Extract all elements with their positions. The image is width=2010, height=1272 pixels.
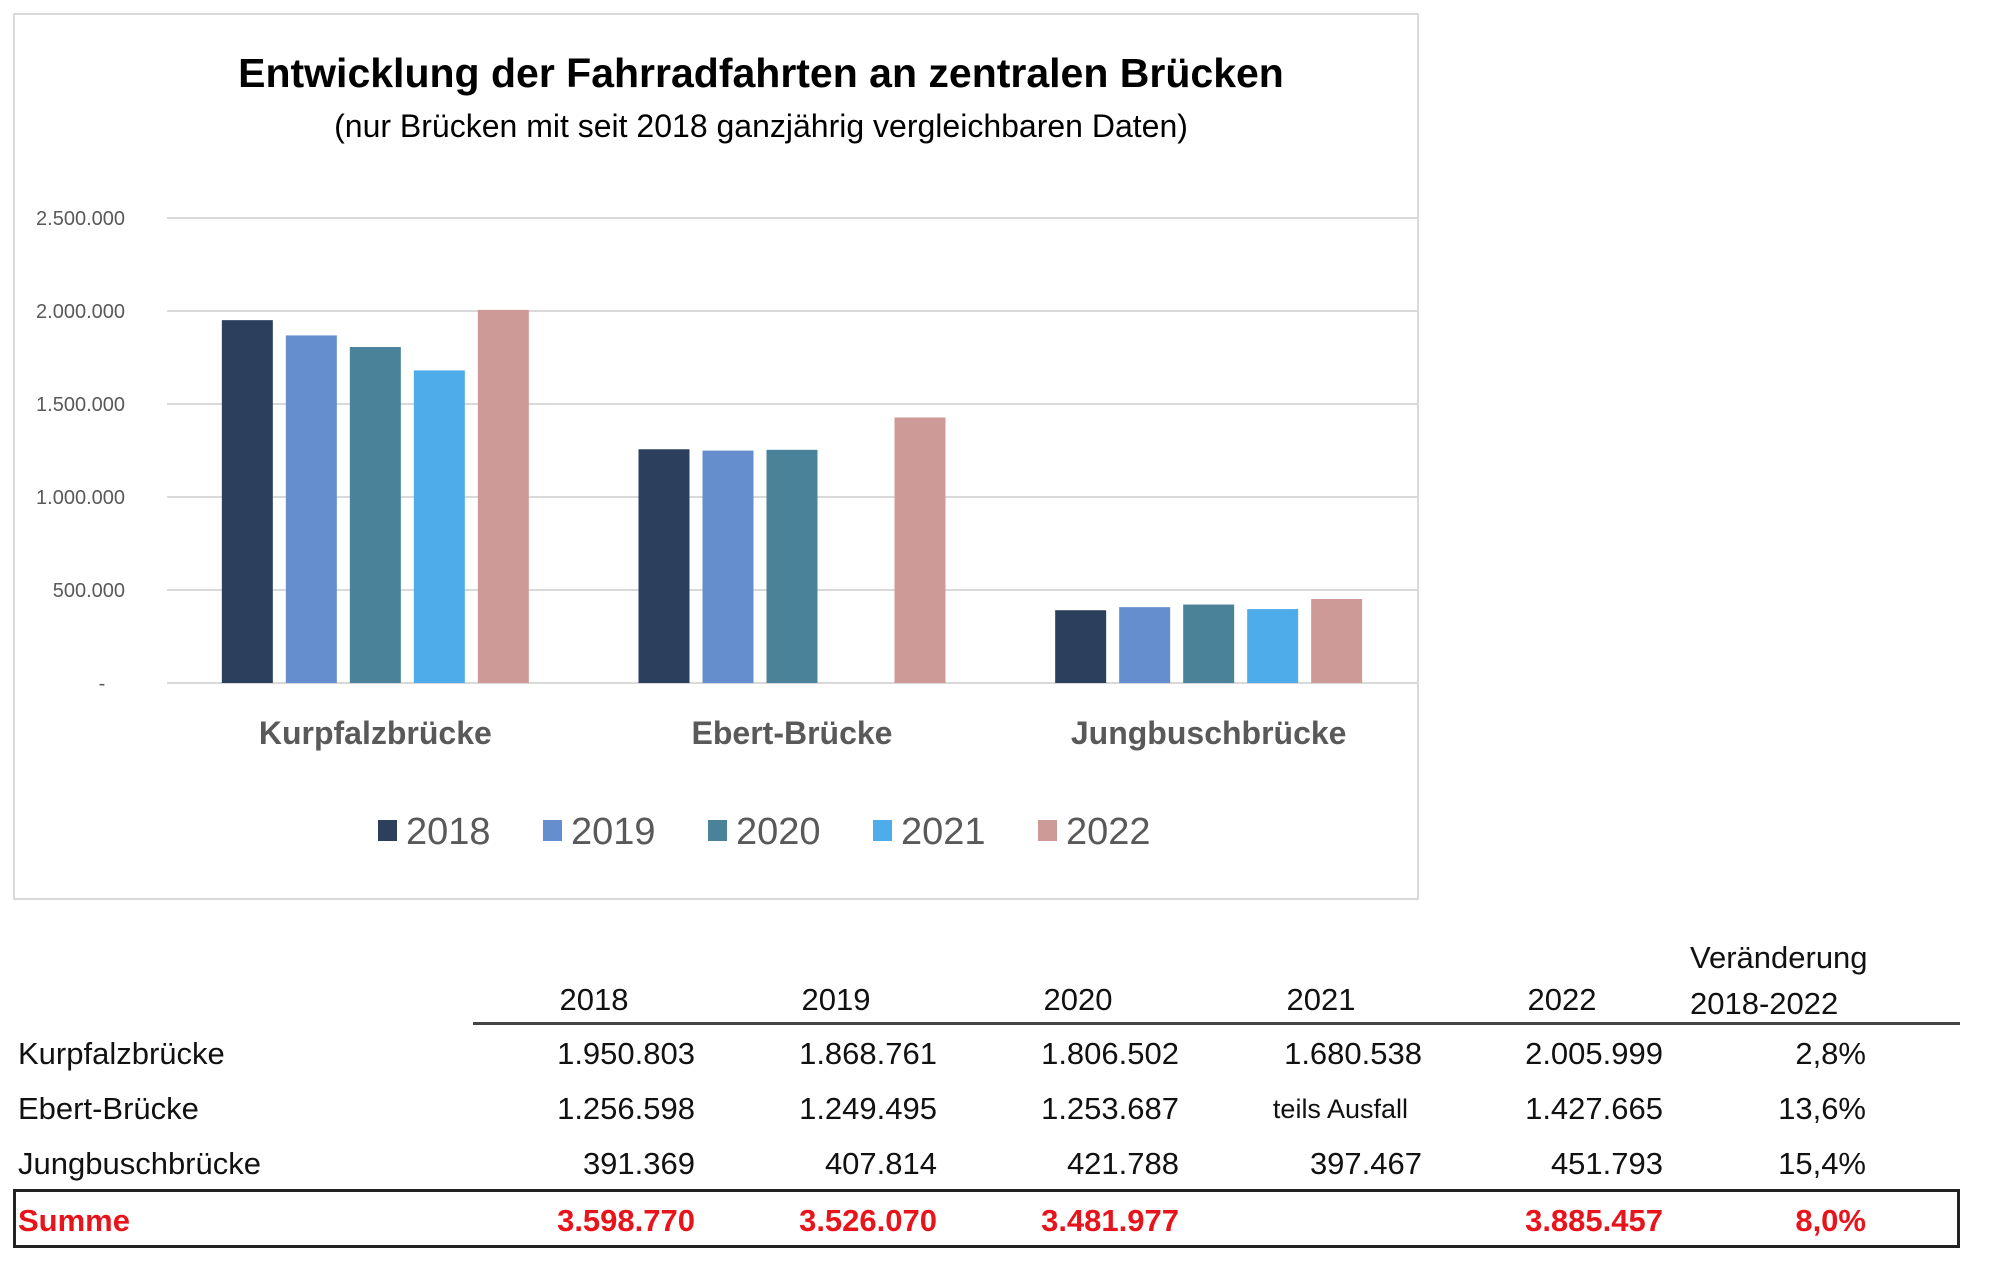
bar-2022-3 xyxy=(1311,598,1363,683)
bar-chart: Entwicklung der Fahrradfahrten an zentra… xyxy=(36,50,1417,853)
column-header-2020: 2020 xyxy=(1043,982,1113,1017)
row-label: Ebert-Brücke xyxy=(18,1091,199,1126)
value-cell: 421.788 xyxy=(1066,1146,1179,1181)
y-tick-label: 1.000.000 xyxy=(36,487,125,509)
x-category-label: Ebert-Brücke xyxy=(692,715,893,751)
column-header-change: Veränderung xyxy=(1690,940,1868,975)
x-category-label: Kurpfalzbrücke xyxy=(259,715,492,751)
bar-2021-3 xyxy=(1247,609,1299,683)
bar-2022-2 xyxy=(894,417,946,683)
column-header-2021: 2021 xyxy=(1286,982,1356,1017)
total-row-box xyxy=(13,1189,1960,1248)
column-header-2018: 2018 xyxy=(559,982,629,1017)
chart-title: Entwicklung der Fahrradfahrten an zentra… xyxy=(238,50,1284,96)
legend-item-2018: 2018 xyxy=(378,811,491,853)
value-cell: 391.369 xyxy=(582,1146,695,1181)
bar-2020-1 xyxy=(349,346,401,683)
total-change-cell: 8,0% xyxy=(1795,1203,1866,1238)
legend-item-2021: 2021 xyxy=(873,811,986,853)
value-cell: 407.814 xyxy=(824,1146,937,1181)
change-cell: 13,6% xyxy=(1778,1091,1866,1126)
legend: 2018 2019 2020 2021 2022 xyxy=(378,811,1151,853)
y-tick-label: 500.000 xyxy=(53,580,125,602)
value-cell: 1.806.502 xyxy=(1041,1036,1179,1071)
legend-item-2020: 2020 xyxy=(708,811,821,853)
row-label: Kurpfalzbrücke xyxy=(18,1036,225,1071)
chart-container: Entwicklung der Fahrradfahrten an zentra… xyxy=(13,13,1419,900)
bar-2021-1 xyxy=(413,370,465,683)
total-value-cell: 3.598.770 xyxy=(557,1203,695,1238)
total-value-cell: 3.526.070 xyxy=(799,1203,937,1238)
legend-swatch xyxy=(708,820,727,841)
bar-2019-2 xyxy=(702,450,754,683)
value-cell: 2.005.999 xyxy=(1525,1036,1663,1071)
value-cell: 397.467 xyxy=(1309,1146,1422,1181)
bar-2018-3 xyxy=(1055,610,1107,683)
total-value-cell: 3.885.457 xyxy=(1525,1203,1663,1238)
y-tick-label: 2.000.000 xyxy=(36,301,125,323)
column-header-2019: 2019 xyxy=(801,982,871,1017)
y-tick-label: 2.500.000 xyxy=(36,208,125,230)
change-cell: 2,8% xyxy=(1795,1036,1866,1071)
y-tick-label: - xyxy=(99,673,106,695)
y-tick-label: 1.500.000 xyxy=(36,394,125,416)
total-value-cell: 3.481.977 xyxy=(1041,1203,1179,1238)
chart-subtitle: (nur Brücken mit seit 2018 ganzjährig ve… xyxy=(334,108,1188,144)
bar-2020-3 xyxy=(1183,604,1235,683)
bar-2018-1 xyxy=(221,320,273,683)
x-category-label: Jungbuschbrücke xyxy=(1071,715,1347,751)
legend-label: 2021 xyxy=(901,811,986,853)
value-cell: 1.868.761 xyxy=(799,1036,937,1071)
x-axis-labels: Kurpfalzbrücke Ebert-Brücke Jungbuschbrück… xyxy=(259,715,1347,751)
column-header-2022: 2022 xyxy=(1527,982,1597,1017)
legend-swatch xyxy=(378,820,397,841)
legend-label: 2019 xyxy=(571,811,656,853)
legend-item-2022: 2022 xyxy=(1038,811,1151,853)
bar-2019-1 xyxy=(285,335,337,683)
y-axis-labels: - 500.000 1.000.000 1.500.000 2.000.000 2.500… xyxy=(36,208,125,695)
legend-label: 2022 xyxy=(1066,811,1151,853)
bar-2019-3 xyxy=(1119,607,1171,683)
total-label: Summe xyxy=(18,1203,130,1238)
legend-swatch xyxy=(1038,820,1057,841)
legend-label: 2018 xyxy=(406,811,491,853)
legend-swatch xyxy=(873,820,892,841)
value-cell: 1.256.598 xyxy=(557,1091,695,1126)
legend-label: 2020 xyxy=(736,811,821,853)
value-cell: 1.253.687 xyxy=(1041,1091,1179,1126)
value-cell: 451.793 xyxy=(1550,1146,1663,1181)
legend-item-2019: 2019 xyxy=(543,811,656,853)
value-cell: 1.680.538 xyxy=(1284,1036,1422,1071)
bars xyxy=(221,309,1363,683)
row-label: Jungbuschbrücke xyxy=(18,1146,261,1181)
bar-2018-2 xyxy=(638,449,690,683)
value-cell: 1.950.803 xyxy=(557,1036,695,1071)
bar-2022-1 xyxy=(477,309,529,683)
legend-swatch xyxy=(543,820,562,841)
value-cell: 1.249.495 xyxy=(799,1091,937,1126)
value-cell: 1.427.665 xyxy=(1525,1091,1663,1126)
change-cell: 15,4% xyxy=(1778,1146,1866,1181)
header-rule xyxy=(473,1022,1960,1025)
bar-2020-2 xyxy=(766,449,818,683)
column-header-change-period: 2018-2022 xyxy=(1690,986,1839,1021)
note-cell: teils Ausfall xyxy=(1272,1094,1408,1124)
